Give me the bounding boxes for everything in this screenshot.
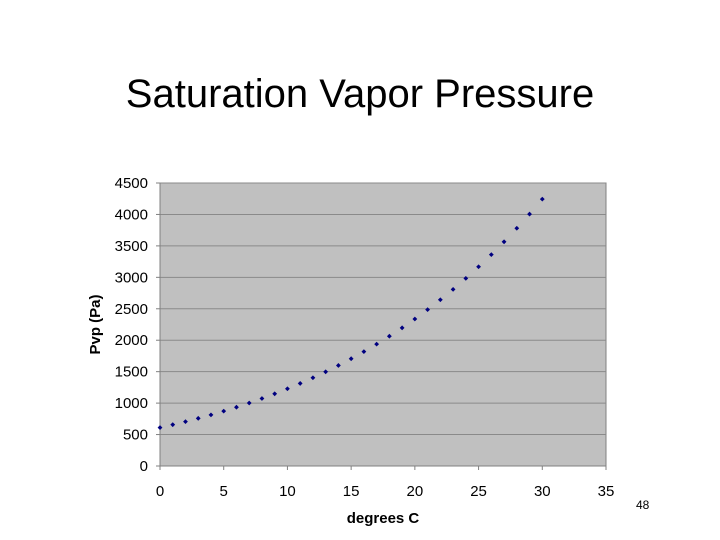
gridlines [160, 182, 606, 436]
data-point [501, 239, 507, 245]
axes [159, 183, 606, 467]
data-point [539, 196, 545, 202]
data-point [310, 375, 316, 381]
data-point [412, 316, 418, 322]
data-point [183, 419, 188, 425]
y-tick-label: 1000 [115, 395, 148, 412]
data-point [361, 349, 367, 355]
data-point [386, 333, 392, 339]
data-point [476, 264, 481, 270]
data-point [450, 286, 456, 292]
data-point [323, 369, 329, 375]
data-point [374, 341, 380, 347]
x-axis-title: degrees C [347, 510, 420, 527]
data-point [514, 225, 520, 231]
data-point [437, 297, 443, 303]
y-tick-label: 3000 [115, 269, 148, 286]
data-point [195, 415, 201, 421]
data-point [170, 422, 176, 428]
y-tick-label: 2000 [115, 332, 148, 349]
data-point [259, 396, 265, 401]
data-point [463, 275, 469, 281]
data-point [488, 252, 494, 258]
x-tick-label: 15 [343, 483, 360, 500]
data-point [208, 412, 214, 418]
y-tick-label: 1500 [115, 364, 148, 381]
y-tick-label: 0 [140, 458, 148, 475]
data-point [272, 391, 278, 397]
data-point [527, 211, 532, 217]
data-point [234, 404, 239, 410]
x-tick-label: 25 [470, 483, 487, 500]
x-tick-label: 20 [407, 483, 424, 500]
x-tick-label: 5 [220, 483, 228, 500]
data-point [399, 325, 405, 331]
y-tick-label: 2500 [115, 301, 148, 318]
x-tick-label: 30 [534, 483, 551, 500]
data-point [348, 356, 354, 362]
x-tick-label: 0 [156, 483, 164, 500]
data-point [157, 425, 163, 430]
x-tick-labels: 0 5 10 15 20 25 30 35 [156, 466, 615, 500]
data-points [157, 196, 545, 430]
plot-area [159, 182, 607, 467]
data-point [425, 307, 430, 312]
y-tick-label: 500 [123, 427, 148, 444]
y-tick-label: 4500 [115, 175, 148, 192]
slide-title: Saturation Vapor Pressure [125, 72, 595, 116]
x-tick-label: 35 [598, 483, 615, 500]
data-point [246, 400, 252, 406]
data-point [285, 386, 290, 392]
x-tick-label: 10 [279, 483, 296, 500]
y-axis-title: Pvp (Pa) [87, 294, 104, 354]
data-point [336, 363, 341, 368]
data-point [221, 408, 227, 414]
data-point [297, 381, 303, 386]
y-tick-labels: 0 500 1000 1500 2000 2500 3000 3500 4000 4500 [115, 175, 160, 475]
y-tick-label: 4000 [115, 206, 148, 223]
page-number: 48 [636, 498, 650, 512]
y-tick-label: 3500 [115, 238, 148, 255]
